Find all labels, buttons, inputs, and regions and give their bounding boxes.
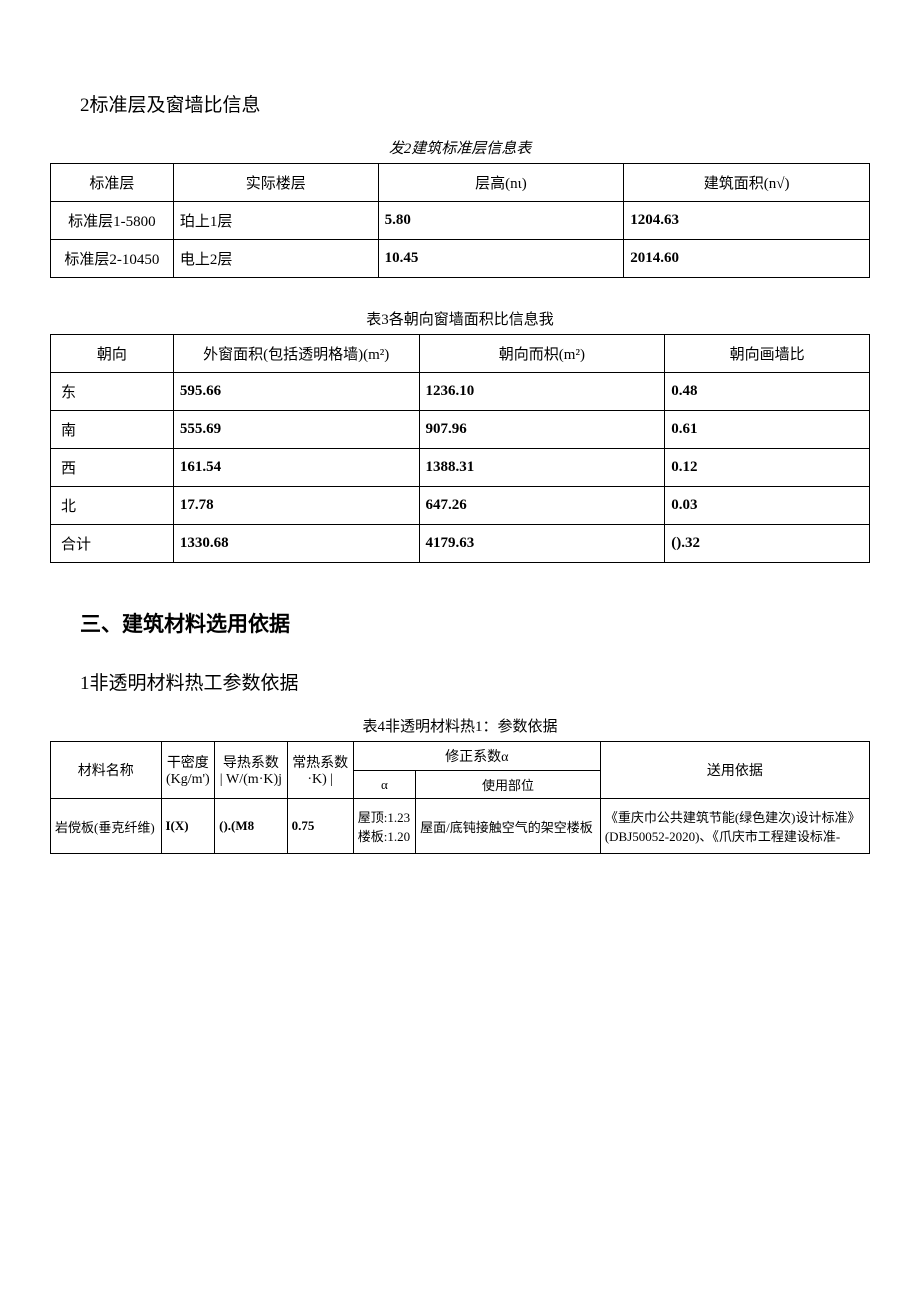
- table-row: 东 595.66 1236.10 0.48: [51, 373, 870, 411]
- cell: 0.12: [665, 449, 870, 487]
- cell: 标准层2-10450: [51, 240, 174, 278]
- table-row: 北 17.78 647.26 0.03: [51, 487, 870, 525]
- cell: 17.78: [173, 487, 419, 525]
- table2-header: 标准层: [51, 164, 174, 202]
- table4: 材料名称 干密度 (Kg/m') 导热系数 | W/(m·K)j 常热系数 ·K…: [50, 741, 870, 854]
- cell: 595.66: [173, 373, 419, 411]
- cell: 岩傥板(垂克纤维): [51, 799, 162, 854]
- table2-header: 建筑面积(n√): [624, 164, 870, 202]
- cell: 1388.31: [419, 449, 665, 487]
- table2-caption: 发2建筑标准层信息表: [50, 137, 870, 158]
- table2: 标准层 实际楼层 层高(nι) 建筑面积(n√) 标准层1-5800 珀上1层 …: [50, 163, 870, 278]
- header-sub: | W/(m·K)j: [220, 772, 282, 787]
- table3-caption: 表3各朝向窗墙面积比信息我: [50, 308, 870, 329]
- cell: 电上2层: [173, 240, 378, 278]
- table-row: 岩傥板(垂克纤维) I(X) ().(M8 0.75 屋顶:1.23 楼板:1.…: [51, 799, 870, 854]
- table4-header: 修正系数α: [353, 742, 600, 771]
- table4-header: 常热系数 ·K) |: [287, 742, 353, 799]
- table-row: 南 555.69 907.96 0.61: [51, 411, 870, 449]
- table4-header: 送用依据: [600, 742, 869, 799]
- table-row: 合计 1330.68 4179.63 ().32: [51, 525, 870, 563]
- section-title-1: 2标准层及窗墙比信息: [80, 90, 870, 117]
- cell: 4179.63: [419, 525, 665, 563]
- table4-header: 导热系数 | W/(m·K)j: [215, 742, 288, 799]
- cell: 珀上1层: [173, 202, 378, 240]
- section-title-2: 三、建筑材料选用依据: [80, 608, 870, 638]
- header-main: 导热系数: [223, 756, 279, 771]
- table3-header: 朝向画墙比: [665, 335, 870, 373]
- table2-header: 层高(nι): [378, 164, 624, 202]
- header-main: 干密度: [167, 756, 209, 771]
- table2-header: 实际楼层: [173, 164, 378, 202]
- table3: 朝向 外窗面积(包括透明格墙)(m²) 朝向而枳(m²) 朝向画墙比 东 595…: [50, 334, 870, 563]
- table4-header-row1: 材料名称 干密度 (Kg/m') 导热系数 | W/(m·K)j 常热系数 ·K…: [51, 742, 870, 771]
- table4-header: 干密度 (Kg/m'): [161, 742, 215, 799]
- header-main: 常热系数: [292, 756, 348, 771]
- cell: 555.69: [173, 411, 419, 449]
- cell: ().32: [665, 525, 870, 563]
- table-row: 西 161.54 1388.31 0.12: [51, 449, 870, 487]
- table3-header: 外窗面积(包括透明格墙)(m²): [173, 335, 419, 373]
- cell: 1204.63: [624, 202, 870, 240]
- table4-header: 使用部位: [416, 771, 601, 799]
- cell: 屋顶:1.23 楼板:1.20: [353, 799, 415, 854]
- table3-header: 朝向而枳(m²): [419, 335, 665, 373]
- cell: 907.96: [419, 411, 665, 449]
- cell: 5.80: [378, 202, 624, 240]
- cell: ().(M8: [215, 799, 288, 854]
- header-sub: (Kg/m'): [166, 772, 210, 787]
- cell: 南: [51, 411, 174, 449]
- cell: 0.61: [665, 411, 870, 449]
- cell: 标准层1-5800: [51, 202, 174, 240]
- cell: 2014.60: [624, 240, 870, 278]
- table2-header-row: 标准层 实际楼层 层高(nι) 建筑面积(n√): [51, 164, 870, 202]
- header-sub: ·K) |: [307, 772, 333, 787]
- cell: 合计: [51, 525, 174, 563]
- cell: 东: [51, 373, 174, 411]
- section-title-3: 1非透明材料热工参数依据: [80, 668, 870, 695]
- cell: 0.48: [665, 373, 870, 411]
- table4-header: 材料名称: [51, 742, 162, 799]
- cell: 北: [51, 487, 174, 525]
- cell: 10.45: [378, 240, 624, 278]
- table-row: 标准层2-10450 电上2层 10.45 2014.60: [51, 240, 870, 278]
- table-row: 标准层1-5800 珀上1层 5.80 1204.63: [51, 202, 870, 240]
- cell: 1330.68: [173, 525, 419, 563]
- table3-header-row: 朝向 外窗面积(包括透明格墙)(m²) 朝向而枳(m²) 朝向画墙比: [51, 335, 870, 373]
- table3-header: 朝向: [51, 335, 174, 373]
- cell: 647.26: [419, 487, 665, 525]
- cell: 0.03: [665, 487, 870, 525]
- table4-caption: 表4非透明材料热1：参数依据: [50, 715, 870, 736]
- cell: 西: [51, 449, 174, 487]
- cell: 0.75: [287, 799, 353, 854]
- cell: 《重庆巾公共建筑节能(绿色建次)设计标准》 (DBJ50052-2020)、《爪…: [600, 799, 869, 854]
- cell: 161.54: [173, 449, 419, 487]
- cell: 屋面/底钝接触空气的架空楼板: [416, 799, 601, 854]
- cell: I(X): [161, 799, 215, 854]
- table4-header: α: [353, 771, 415, 799]
- cell: 1236.10: [419, 373, 665, 411]
